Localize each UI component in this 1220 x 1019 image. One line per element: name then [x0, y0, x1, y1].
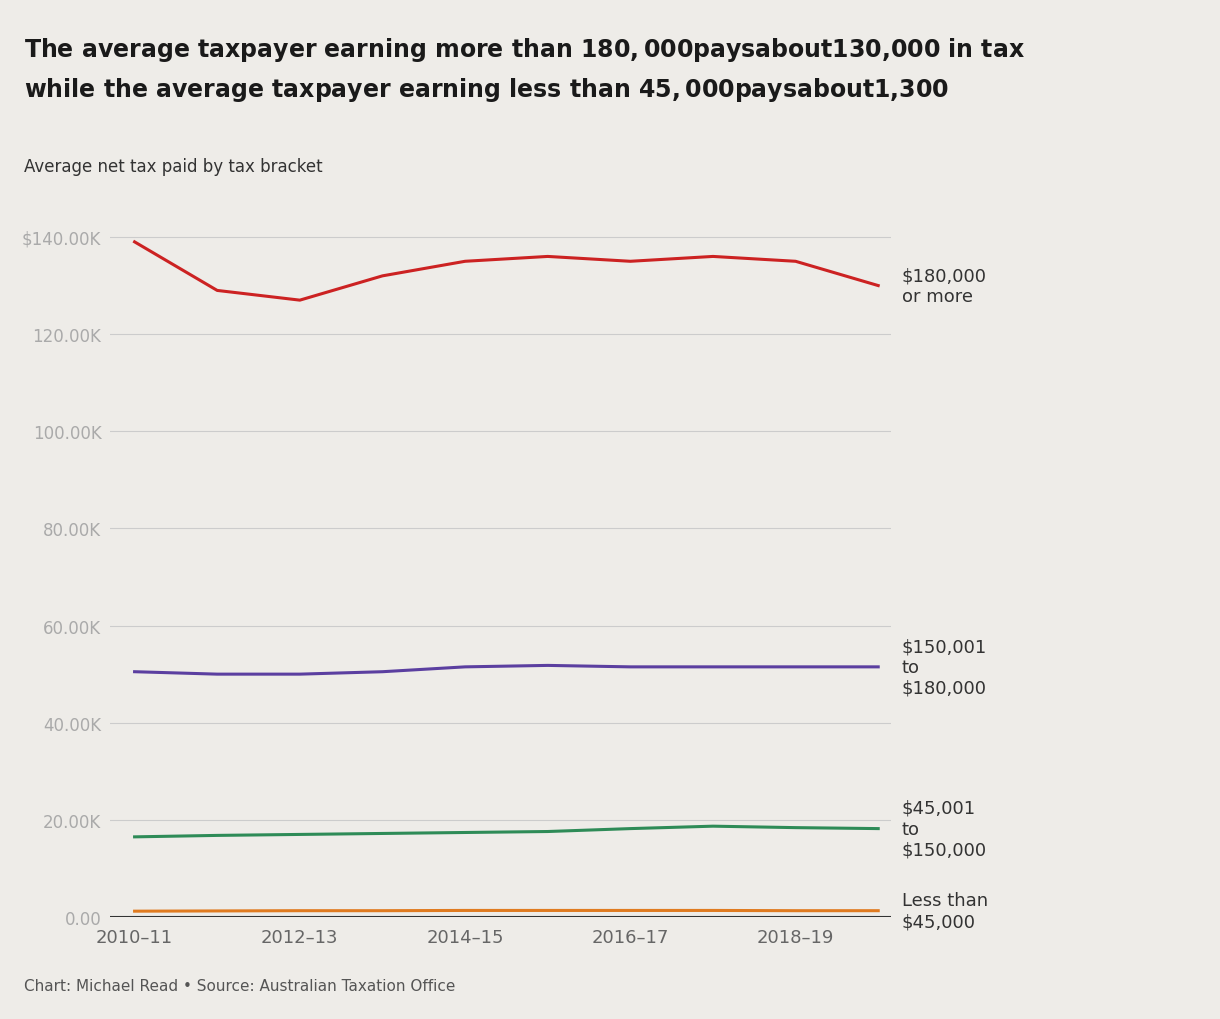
Text: $180,000
or more: $180,000 or more [902, 267, 987, 306]
Text: The average taxpayer earning more than $180,000 pays about $130,000 in tax: The average taxpayer earning more than $… [24, 36, 1026, 63]
Text: $150,001
to
$180,000: $150,001 to $180,000 [902, 638, 987, 697]
Text: Average net tax paid by tax bracket: Average net tax paid by tax bracket [24, 158, 323, 176]
Text: Chart: Michael Read • Source: Australian Taxation Office: Chart: Michael Read • Source: Australian… [24, 978, 456, 994]
Text: Less than
$45,000: Less than $45,000 [902, 892, 988, 930]
Text: $45,001
to
$150,000: $45,001 to $150,000 [902, 799, 987, 859]
Text: while the average taxpayer earning less than $45,000 pays about $1,300: while the average taxpayer earning less … [24, 76, 949, 104]
